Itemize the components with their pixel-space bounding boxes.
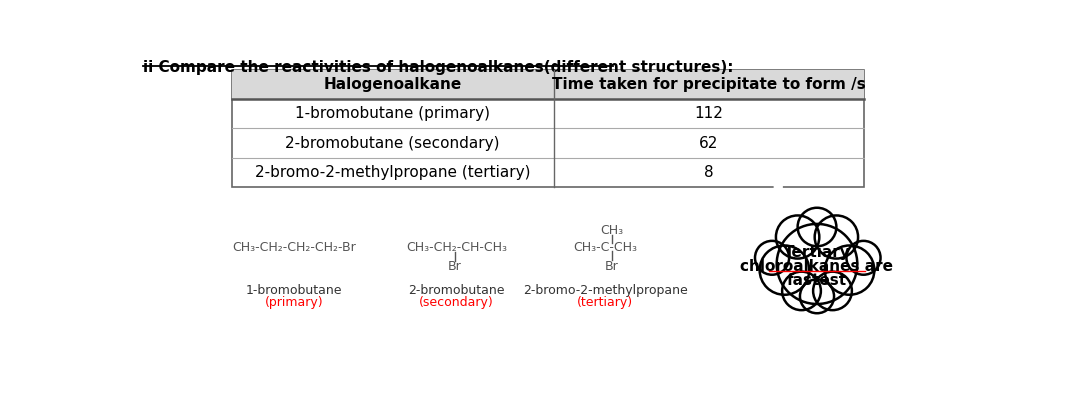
Text: 1-bromobutane: 1-bromobutane	[245, 285, 342, 297]
Text: CH₃-CH₂-CH-CH₃: CH₃-CH₂-CH-CH₃	[406, 241, 508, 253]
Text: 1-bromobutane (primary): 1-bromobutane (primary)	[295, 106, 490, 121]
Circle shape	[800, 279, 834, 313]
Text: 2-bromo-2-methylpropane: 2-bromo-2-methylpropane	[523, 285, 688, 297]
Circle shape	[825, 245, 875, 295]
Text: Time taken for precipitate to form /s: Time taken for precipitate to form /s	[552, 77, 865, 92]
Circle shape	[798, 208, 836, 246]
Text: 8: 8	[704, 165, 713, 180]
Text: fastest: fastest	[787, 273, 847, 289]
Text: chloroalkanes are: chloroalkanes are	[741, 259, 893, 274]
Circle shape	[847, 241, 880, 275]
Circle shape	[774, 183, 782, 191]
Text: 2-bromobutane (secondary): 2-bromobutane (secondary)	[285, 135, 500, 151]
Text: 2-bromo-2-methylpropane (tertiary): 2-bromo-2-methylpropane (tertiary)	[255, 165, 530, 180]
Text: Br: Br	[448, 260, 462, 273]
Text: ii Compare the reactivities of halogenoalkanes(different structures):: ii Compare the reactivities of halogenoa…	[143, 60, 733, 75]
Text: Br: Br	[605, 260, 619, 273]
Text: CH₃-C-CH₃: CH₃-C-CH₃	[573, 241, 637, 253]
Text: Halogenoalkane: Halogenoalkane	[324, 77, 462, 92]
Bar	[232, 70, 864, 187]
Text: 2-bromobutane: 2-bromobutane	[408, 285, 504, 297]
Circle shape	[759, 245, 809, 295]
Bar	[232, 70, 864, 99]
Text: CH₃: CH₃	[600, 224, 623, 237]
Text: Tertiary: Tertiary	[784, 245, 850, 260]
Text: 112: 112	[694, 106, 723, 121]
Text: (secondary): (secondary)	[419, 296, 494, 309]
Circle shape	[782, 272, 821, 310]
Circle shape	[761, 193, 780, 212]
Text: (primary): (primary)	[265, 296, 323, 309]
Circle shape	[814, 216, 859, 259]
Text: 62: 62	[699, 135, 718, 151]
Text: (tertiary): (tertiary)	[578, 296, 634, 309]
Circle shape	[755, 241, 789, 275]
Circle shape	[775, 216, 820, 259]
Text: CH₃-CH₂-CH₂-CH₂-Br: CH₃-CH₂-CH₂-CH₂-Br	[232, 241, 355, 253]
Circle shape	[813, 272, 852, 310]
Circle shape	[777, 224, 858, 304]
